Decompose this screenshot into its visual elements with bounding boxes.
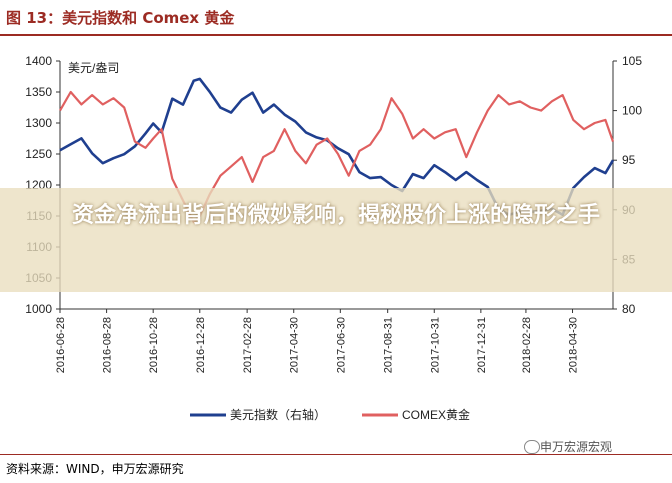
- x-tick-label: 2016-08-28: [102, 317, 114, 373]
- x-tick-label: 2017-12-31: [476, 317, 488, 373]
- overlay-headline: 资金净流出背后的微妙影响，揭秘股价上涨的隐形之手: [71, 203, 600, 228]
- left-tick-label: 1300: [25, 116, 52, 130]
- chart-legend: 美元指数（右轴） COMEX黄金: [190, 407, 470, 422]
- title-bar: 图 13：美元指数和 Comex 黄金: [0, 0, 672, 37]
- chart-title: 图 13：美元指数和 Comex 黄金: [6, 9, 235, 27]
- x-tick-label: 2018-02-28: [521, 317, 533, 373]
- title-rule: [0, 34, 672, 36]
- left-tick-label: 1400: [25, 54, 52, 68]
- x-tick-label: 2017-02-28: [242, 317, 254, 373]
- x-tick-label: 2018-04-30: [568, 317, 580, 373]
- source-note: 资料来源：WIND，申万宏源研究: [6, 462, 184, 476]
- left-tick-label: 1000: [25, 302, 52, 316]
- x-tick-label: 2017-04-30: [289, 317, 301, 373]
- right-tick-label: 80: [622, 302, 636, 316]
- left-tick-label: 1350: [25, 85, 52, 99]
- x-tick-label: 2016-06-28: [55, 317, 67, 373]
- left-axis-label: 美元/盎司: [68, 61, 119, 75]
- x-tick-label: 2017-10-31: [429, 317, 441, 373]
- watermark: 申万宏源宏观: [540, 440, 613, 454]
- right-tick-label: 100: [622, 104, 642, 118]
- right-tick-label: 105: [622, 54, 642, 68]
- series-line-2: [59, 90, 615, 224]
- x-tick-label: 2016-10-28: [148, 317, 160, 373]
- right-tick-label: 95: [622, 153, 636, 167]
- x-tick-label: 2017-08-31: [383, 317, 395, 373]
- x-tick-label: 2016-12-28: [195, 317, 207, 373]
- left-tick-label: 1250: [25, 147, 52, 161]
- legend-label-2: COMEX黄金: [402, 407, 470, 422]
- wechat-icon: [524, 440, 540, 454]
- footer-rule: [0, 454, 672, 455]
- legend-label-1: 美元指数（右轴）: [230, 407, 326, 422]
- x-tick-label: 2017-06-30: [335, 317, 347, 373]
- overlay-banner: [0, 188, 672, 292]
